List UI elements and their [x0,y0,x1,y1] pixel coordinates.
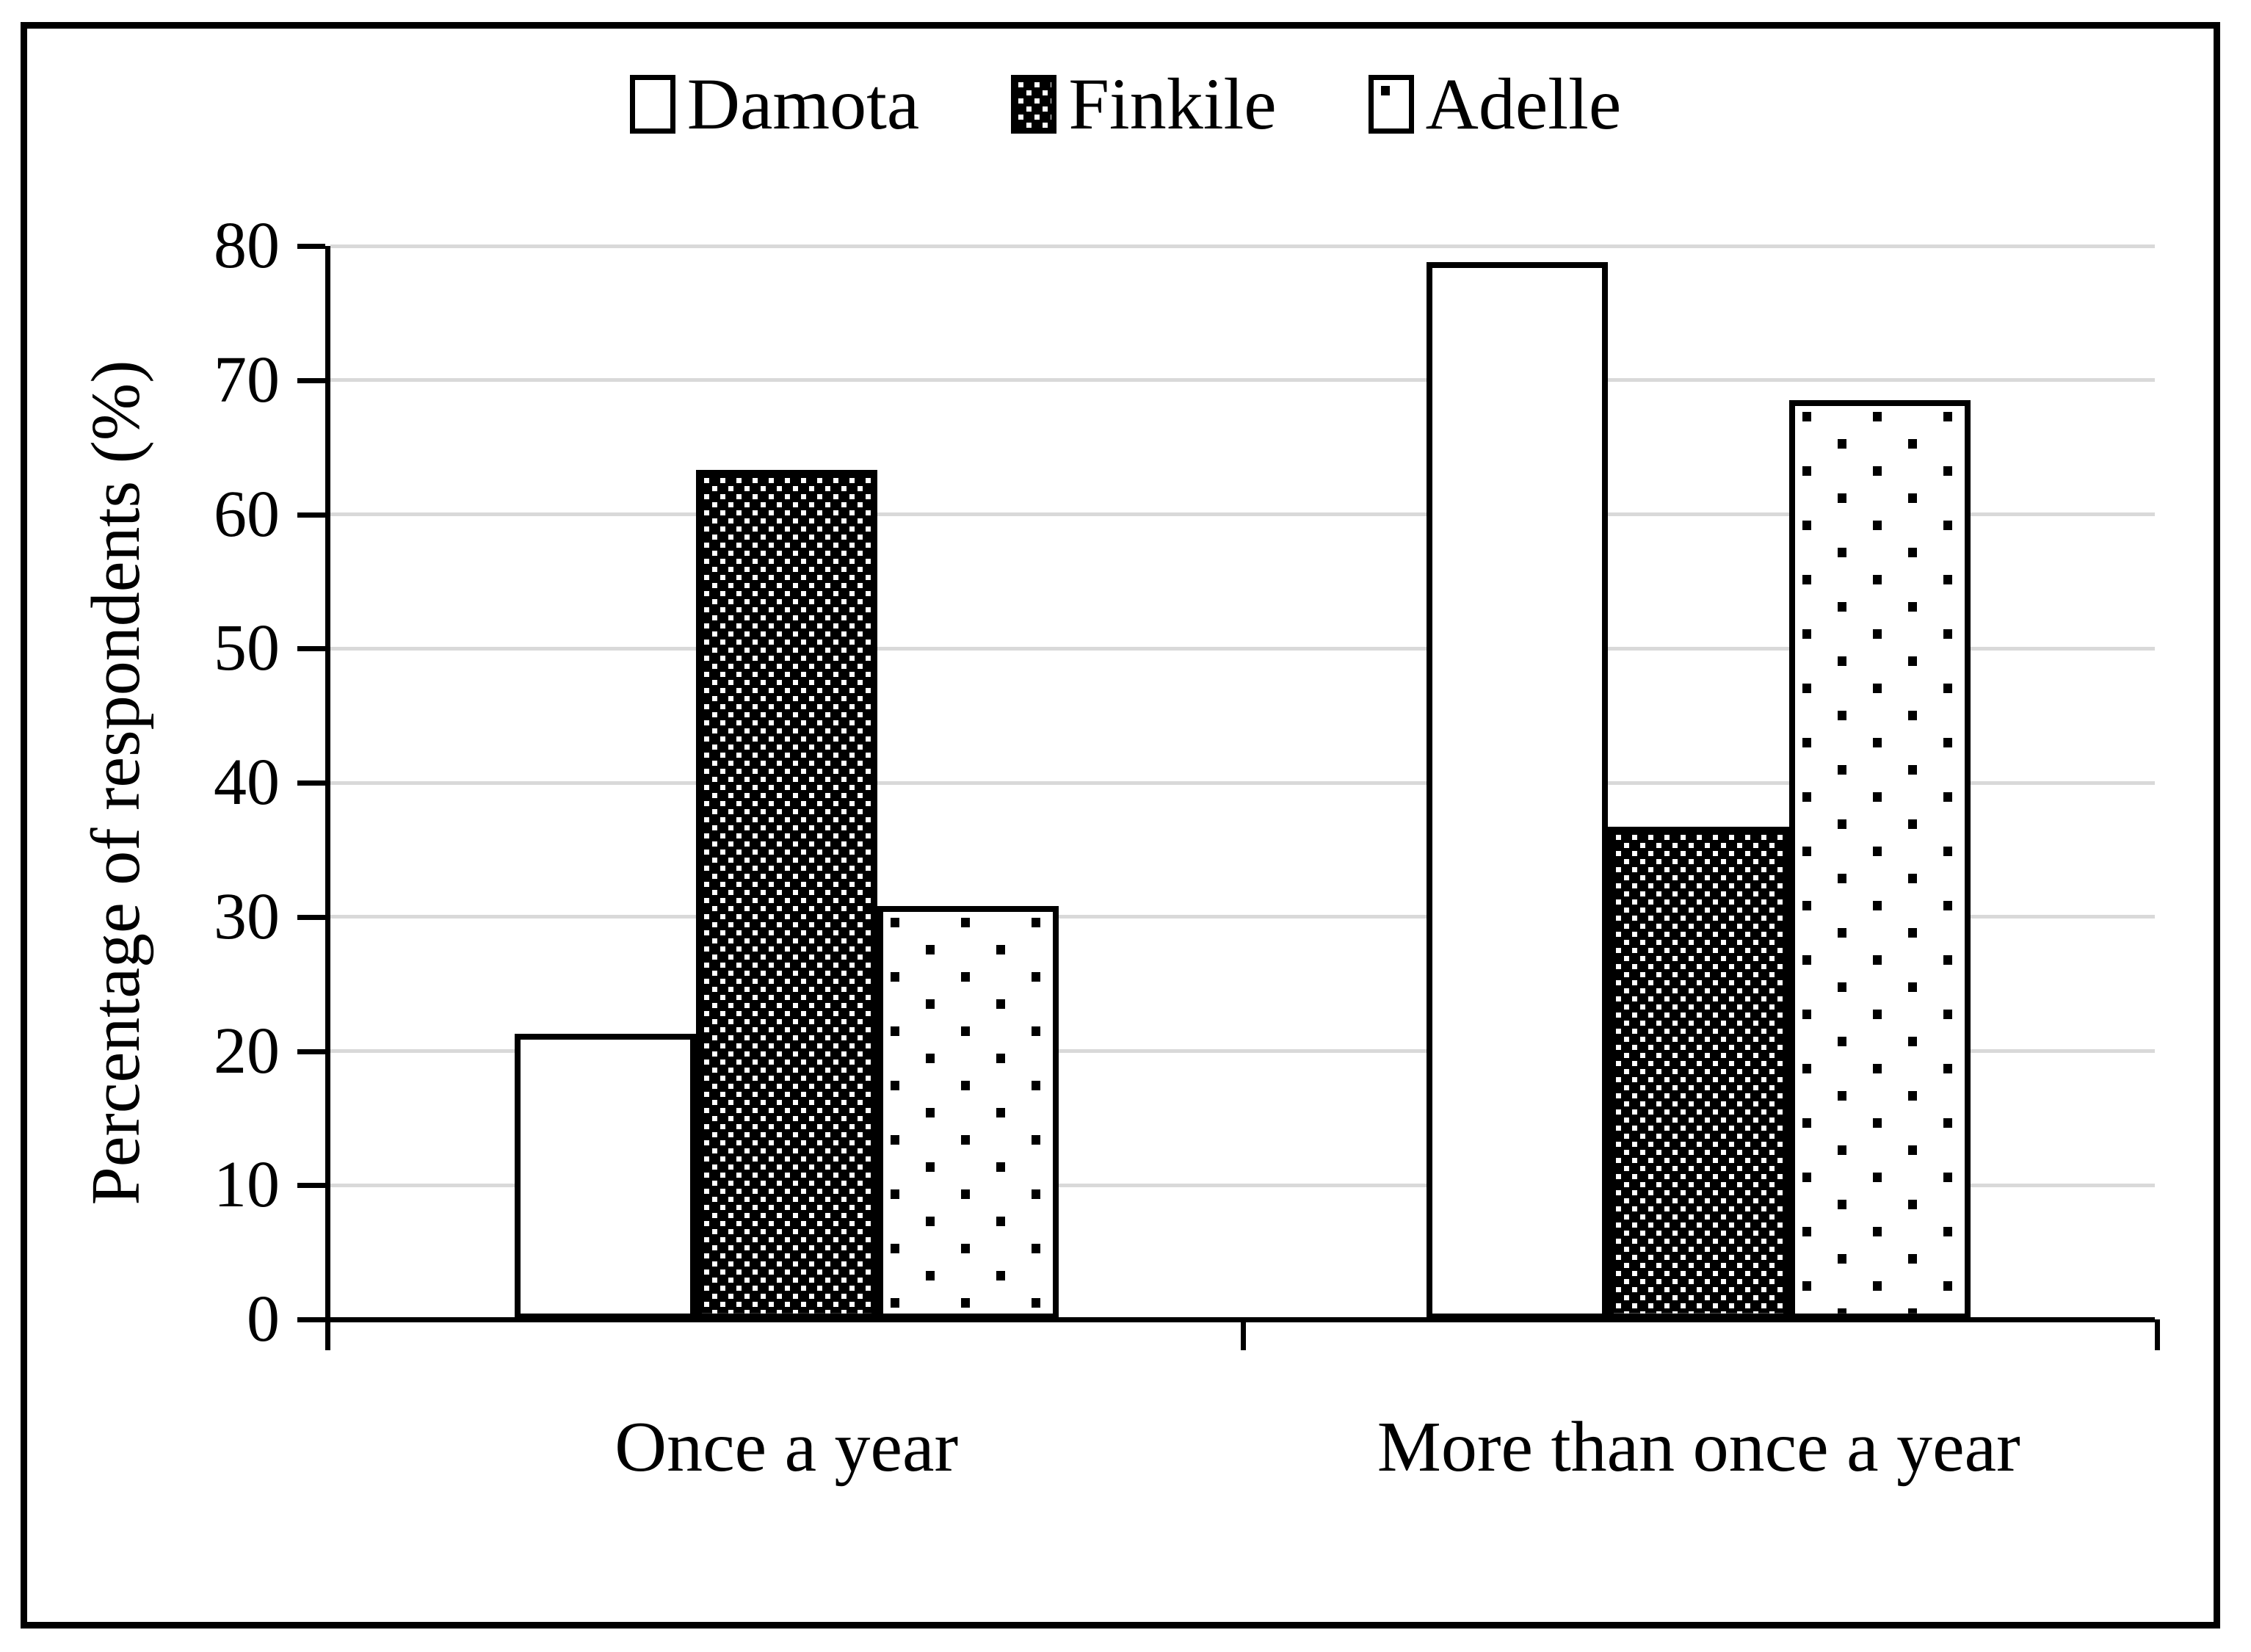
gridline-30 [330,915,2155,919]
legend-swatch-dense-white-dots-on-black-icon [1011,75,1057,134]
legend-item-adelle: Adelle [1368,63,1622,145]
gridline-50 [330,646,2155,651]
y-tick-label-60: 60 [214,477,280,551]
legend-item-damota: Damota [629,63,920,145]
y-tick-label-0: 0 [247,1283,280,1355]
bar-adelle-once-a-year [877,906,1059,1319]
y-tick-mark-10 [297,1183,325,1189]
y-tick-mark-20 [297,1048,325,1054]
y-tick-label-40: 40 [214,746,280,819]
legend-label-adelle: Adelle [1425,63,1622,145]
gridline-80 [330,244,2155,248]
gridline-40 [330,780,2155,785]
sparse-black-dots-on-white-fill [882,912,1053,1314]
y-tick-mark-40 [297,780,325,786]
legend-item-finkile: Finkile [1011,63,1277,145]
bar-damota-more-than-once-a-year [1427,261,1609,1319]
y-tick-label-80: 80 [214,209,280,282]
x-category-label-more-than-once-a-year: More than once a year [1377,1408,2020,1487]
y-tick-label-70: 70 [214,343,280,416]
sparse-black-dots-on-white-fill [1795,406,1965,1314]
bar-damota-once-a-year [514,1033,696,1319]
gridline-10 [330,1183,2155,1187]
dense-white-dots-on-black-fill [1614,833,1784,1314]
x-tick-mark-0 [325,1319,330,1350]
y-tick-label-10: 10 [214,1148,280,1222]
y-tick-mark-30 [297,914,325,920]
legend-swatch-solid-white-icon [629,75,675,134]
bar-adelle-more-than-once-a-year [1789,400,1971,1319]
dense-white-dots-on-black-fill [701,476,871,1314]
y-axis-line [325,246,330,1325]
x-category-label-once-a-year: Once a year [615,1408,959,1487]
bar-finkile-more-than-once-a-year [1608,827,1790,1319]
chart-legend: Damota Finkile Adelle [0,68,2251,141]
x-tick-mark-1 [1240,1319,1246,1350]
y-tick-mark-50 [297,646,325,652]
x-tick-mark-2 [2155,1319,2160,1350]
gridline-70 [330,378,2155,383]
y-tick-label-50: 50 [214,612,280,685]
legend-swatch-sparse-black-dots-on-white-icon [1368,75,1414,134]
legend-label-finkile: Finkile [1068,63,1277,145]
gridline-20 [330,1049,2155,1053]
bar-finkile-once-a-year [695,470,877,1319]
figure-border [21,22,2220,1629]
y-tick-label-30: 30 [214,880,280,953]
y-tick-mark-0 [297,1317,325,1322]
y-tick-mark-70 [297,377,325,383]
y-tick-mark-60 [297,512,325,518]
y-tick-mark-80 [297,244,325,249]
y-tick-label-20: 20 [214,1014,280,1087]
legend-label-damota: Damota [686,63,920,145]
gridline-60 [330,512,2155,516]
